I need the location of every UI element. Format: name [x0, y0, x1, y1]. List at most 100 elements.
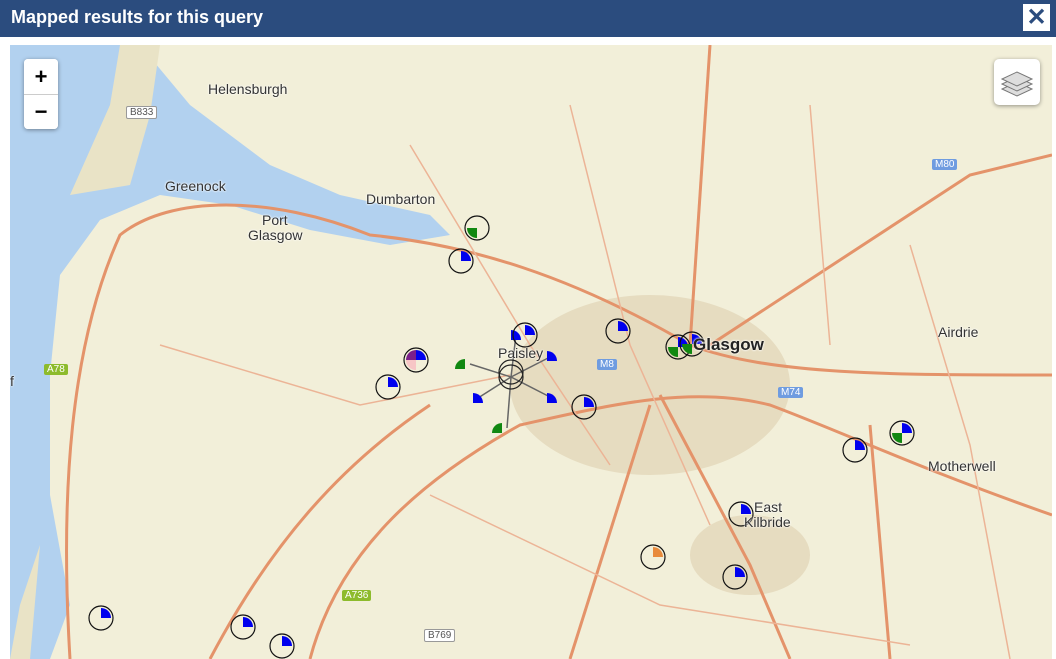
- marker-slice: [388, 377, 398, 387]
- marker-slice: [461, 251, 471, 261]
- close-button[interactable]: ✕: [1023, 4, 1050, 31]
- road-shield: A736: [342, 590, 372, 601]
- marker-layer: [88, 215, 915, 659]
- marker-slice: [653, 547, 663, 557]
- place-label: Port: [262, 212, 288, 228]
- road-shield: M80: [932, 159, 958, 170]
- marker-slice: [855, 440, 865, 450]
- layers-button[interactable]: [994, 59, 1040, 105]
- road-shield: M8: [597, 359, 617, 370]
- place-label: Greenock: [165, 178, 226, 194]
- urban-area: [690, 515, 810, 595]
- map-marker[interactable]: [728, 501, 754, 527]
- marker-slice: [243, 617, 253, 627]
- marker-ring: [605, 318, 631, 344]
- place-label: Airdrie: [938, 324, 979, 340]
- marker-slice: [692, 334, 702, 344]
- cluster-ring[interactable]: [498, 359, 524, 385]
- marker-ring: [88, 605, 114, 631]
- marker-slice: [668, 347, 678, 357]
- basemap: [10, 45, 1052, 659]
- marker-slice: [467, 228, 477, 238]
- zoom-out-button[interactable]: −: [24, 94, 58, 129]
- place-label: Glasgow: [693, 335, 764, 354]
- marker-ring: [230, 614, 256, 640]
- cluster-marker[interactable]: [492, 423, 502, 433]
- marker-slice: [902, 423, 912, 433]
- map-marker[interactable]: [722, 564, 748, 590]
- map-marker[interactable]: [464, 215, 490, 241]
- map-marker[interactable]: [269, 633, 295, 659]
- cluster-marker[interactable]: [455, 359, 465, 369]
- marker-ring: [269, 633, 295, 659]
- marker-slice: [101, 608, 111, 618]
- place-label: Glasgow: [248, 227, 303, 243]
- map-marker[interactable]: [605, 318, 631, 344]
- place-label: Motherwell: [928, 458, 996, 474]
- road-shield: B833: [126, 106, 158, 119]
- spider-leg: [477, 376, 512, 399]
- marker-slice: [735, 567, 745, 577]
- cluster-marker[interactable]: [547, 351, 557, 361]
- marker-slice: [525, 325, 535, 335]
- map-marker[interactable]: [571, 394, 597, 420]
- marker-ring: [375, 374, 401, 400]
- marker-slice: [282, 636, 292, 646]
- marker-slice: [406, 350, 416, 360]
- map-marker[interactable]: [842, 437, 868, 463]
- road-shield: A78: [44, 364, 68, 375]
- marker-slice: [682, 344, 692, 354]
- marker-slice: [547, 393, 557, 403]
- cluster-marker[interactable]: [547, 393, 557, 403]
- zoom-in-button[interactable]: +: [24, 59, 58, 94]
- map-marker[interactable]: [640, 544, 666, 570]
- map-marker[interactable]: [889, 420, 915, 446]
- marker-slice: [473, 393, 483, 403]
- map-marker[interactable]: [88, 605, 114, 631]
- marker-ring: [512, 322, 538, 348]
- marker-ring: [842, 437, 868, 463]
- place-label: f: [10, 373, 14, 389]
- place-label: Kilbride: [744, 514, 791, 530]
- map-marker[interactable]: [375, 374, 401, 400]
- marker-slice: [618, 321, 628, 331]
- spider-leg: [469, 363, 512, 378]
- marker-ring: [448, 248, 474, 274]
- map-marker[interactable]: [679, 331, 705, 357]
- map-marker[interactable]: [448, 248, 474, 274]
- marker-slice: [892, 433, 902, 443]
- spider-leg: [506, 376, 512, 429]
- cluster-spider[interactable]: [455, 330, 557, 433]
- marker-slice: [741, 504, 751, 514]
- marker-slice: [547, 351, 557, 361]
- marker-ring: [679, 331, 705, 357]
- place-label: Helensburgh: [208, 81, 288, 97]
- marker-slice: [584, 397, 594, 407]
- map-marker[interactable]: [230, 614, 256, 640]
- marker-slice: [406, 360, 416, 370]
- marker-ring: [722, 564, 748, 590]
- land-island: [10, 545, 40, 659]
- minor-roads: [159, 104, 1011, 659]
- road-shield: B769: [424, 629, 456, 642]
- map-marker[interactable]: [512, 322, 538, 348]
- spider-leg: [510, 355, 553, 378]
- cluster-marker[interactable]: [473, 393, 483, 403]
- marker-ring: [403, 347, 429, 373]
- place-label: Dumbarton: [366, 191, 436, 207]
- dialog-title: Mapped results for this query: [11, 7, 264, 27]
- marker-ring: [571, 394, 597, 420]
- zoom-control: + −: [24, 59, 58, 129]
- marker-ring: [640, 544, 666, 570]
- water-firth: [10, 45, 450, 659]
- cluster-ring[interactable]: [498, 364, 524, 390]
- marker-slice: [416, 350, 426, 360]
- map[interactable]: Helensburgh Greenock Dumbarton Port Glas…: [10, 45, 1052, 659]
- marker-slice: [455, 359, 465, 369]
- land-peninsula: [70, 45, 160, 195]
- marker-ring: [889, 420, 915, 446]
- marker-ring: [728, 501, 754, 527]
- map-marker[interactable]: [403, 347, 429, 373]
- dialog-header: Mapped results for this query ✕: [0, 0, 1056, 37]
- close-icon: ✕: [1026, 4, 1047, 31]
